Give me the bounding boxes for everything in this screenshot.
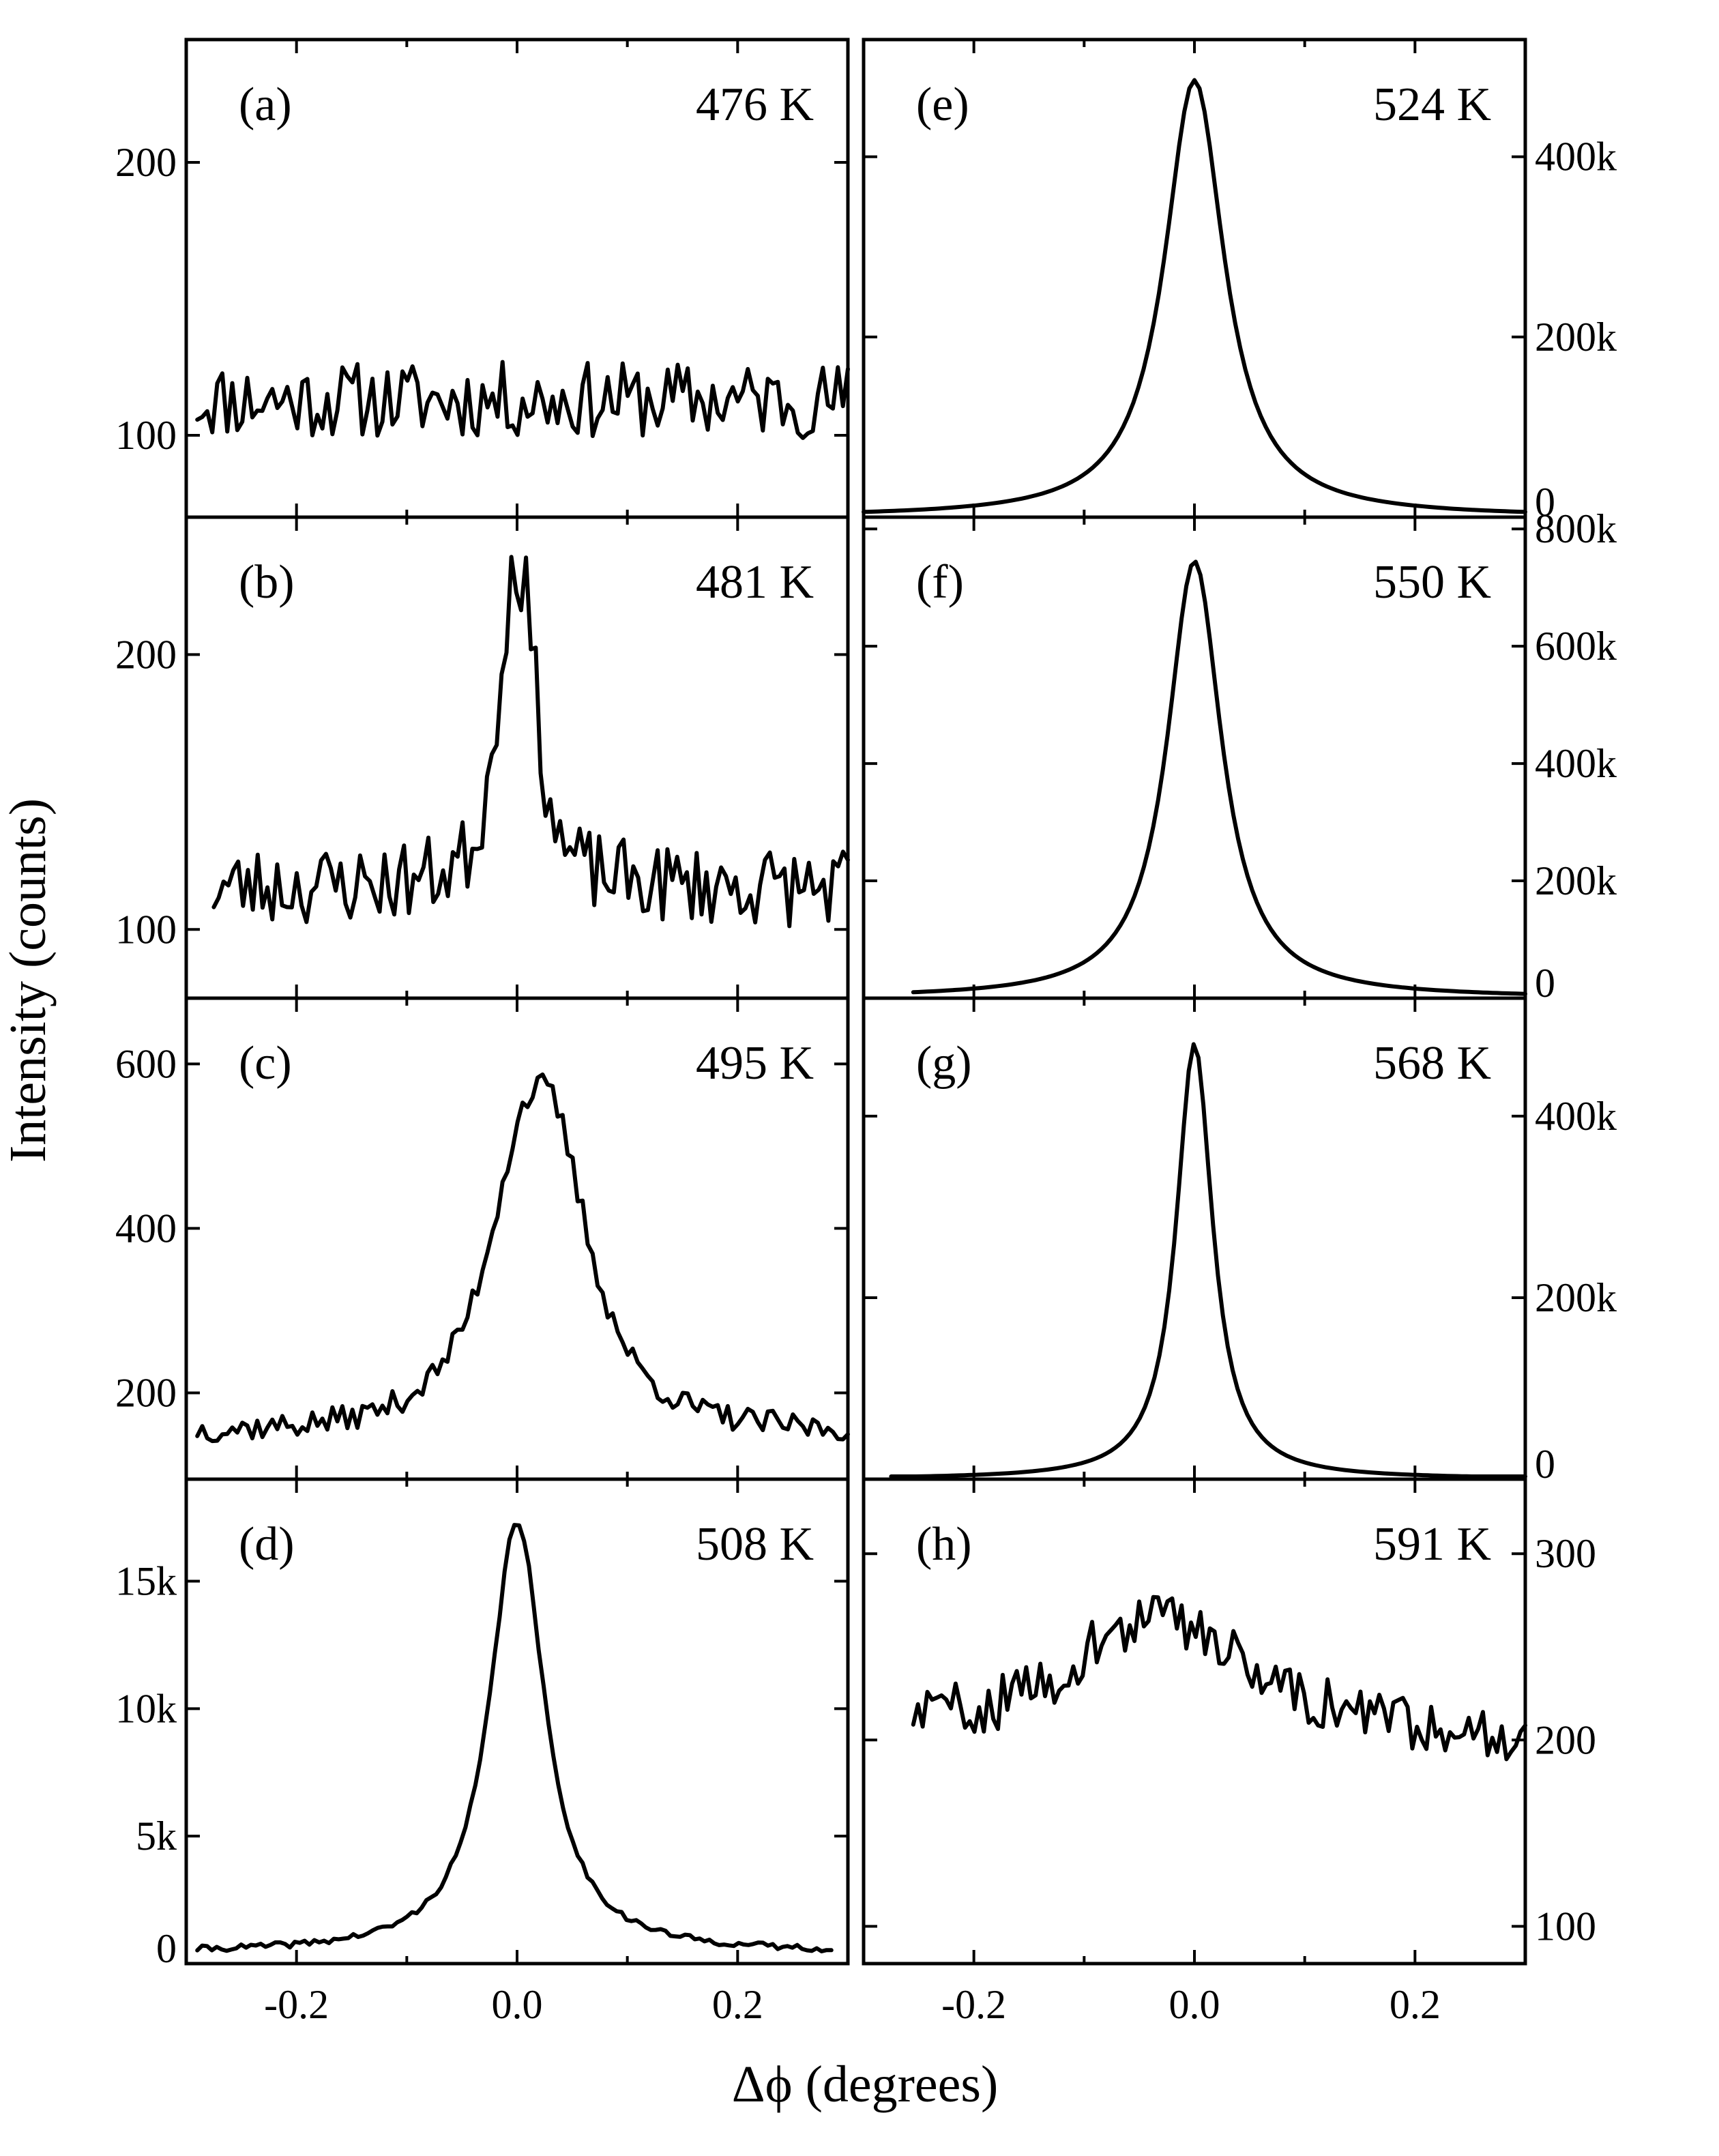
panel-a-label: (a)	[239, 78, 292, 131]
panel-d: 0 5k 10k 15k (d) 508 K	[115, 1477, 850, 1971]
panel-f-temperature: 550 K	[1373, 556, 1491, 609]
panel-a-ytick-label: 200	[115, 140, 177, 185]
panel-g-trace	[889, 1042, 1527, 1478]
panel-b-label: (b)	[239, 556, 295, 609]
panel-c-trace	[195, 1072, 850, 1444]
panel-h-ytick-label: 300	[1535, 1531, 1596, 1576]
panel-a-trace	[195, 360, 850, 440]
panel-e: 0 200k 400k (e) 524 K	[862, 38, 1617, 525]
x-tick-label-left: 0.2	[712, 1982, 763, 2027]
panel-e-ytick-label: 200k	[1535, 315, 1617, 360]
x-tick-label-left: 0.0	[492, 1982, 543, 2027]
panel-b-trace	[211, 555, 850, 929]
panel-d-ytick-label: 15k	[115, 1558, 177, 1603]
x-tick-label-right: 0.0	[1169, 1982, 1220, 2027]
panel-d-trace	[195, 1523, 834, 1953]
panel-e-trace	[862, 78, 1527, 514]
panel-h-ytick-label: 100	[1535, 1904, 1596, 1949]
panel-c-ytick-label: 400	[115, 1206, 177, 1251]
panel-f-trace	[911, 559, 1527, 996]
panel-e-ytick-label: 400k	[1535, 134, 1617, 179]
panel-e-label: (e)	[916, 78, 969, 131]
panel-h-label: (h)	[916, 1518, 972, 1571]
panel-c-ytick-label: 600	[115, 1041, 177, 1086]
panel-d-label: (d)	[239, 1518, 295, 1571]
panel-a-temperature: 476 K	[696, 78, 814, 131]
panels-group: 100 200 (a) 476 K 100 200 (b) 481 K 200 400 600 (c)…	[115, 38, 1617, 2027]
panel-a-ytick-label: 100	[115, 413, 177, 458]
x-tick-label-right: 0.2	[1390, 1982, 1441, 2027]
panel-f-ytick-label: 0	[1535, 961, 1555, 1006]
x-tick-label-right: -0.2	[941, 1982, 1006, 2027]
panel-h: 100 200 300 (h) 591 K	[862, 1477, 1596, 1966]
panel-d-temperature: 508 K	[696, 1518, 814, 1571]
panel-b-ytick-label: 100	[115, 907, 177, 952]
panel-c: 200 400 600 (c) 495 K	[115, 996, 850, 1481]
panel-c-temperature: 495 K	[696, 1037, 814, 1090]
x-tick-label-left: -0.2	[264, 1982, 329, 2027]
panel-f: 0 200k 400k 600k 800k (f) 550 K	[862, 506, 1617, 1006]
x-axis-label: Δϕ (degrees)	[732, 2056, 999, 2113]
panel-b: 100 200 (b) 481 K	[115, 515, 850, 1000]
panel-h-ytick-label: 200	[1535, 1717, 1596, 1762]
panel-h-trace	[911, 1594, 1527, 1762]
panel-b-temperature: 481 K	[696, 556, 814, 609]
panel-c-ytick-label: 200	[115, 1370, 177, 1415]
panel-a: 100 200 (a) 476 K	[115, 38, 850, 519]
panel-d-ytick-label: 0	[156, 1926, 177, 1971]
panel-f-label: (f)	[916, 556, 964, 609]
panel-h-temperature: 591 K	[1373, 1518, 1491, 1571]
panel-e-ytick-label: 0	[1535, 480, 1555, 525]
panel-f-ytick-label: 400k	[1535, 741, 1617, 786]
panel-g-ytick-label: 200k	[1535, 1275, 1617, 1320]
panel-b-ytick-label: 200	[115, 632, 177, 677]
panel-f-ytick-label: 200k	[1535, 858, 1617, 903]
panel-c-label: (c)	[239, 1037, 292, 1090]
panel-g-ytick-label: 400k	[1535, 1094, 1617, 1139]
panel-d-ytick-label: 10k	[115, 1686, 177, 1731]
panel-g-label: (g)	[916, 1037, 972, 1090]
panel-f-ytick-label: 600k	[1535, 624, 1617, 669]
y-axis-label: Intensity (counts)	[0, 798, 57, 1163]
panel-g-ytick-label: 0	[1535, 1442, 1555, 1487]
panel-g: 0 200k 400k (g) 568 K	[862, 996, 1617, 1487]
panel-g-temperature: 568 K	[1373, 1037, 1491, 1090]
panel-f-ytick-label: 800k	[1535, 506, 1617, 551]
panel-d-ytick-label: 5k	[136, 1813, 177, 1859]
panel-e-temperature: 524 K	[1373, 78, 1491, 131]
